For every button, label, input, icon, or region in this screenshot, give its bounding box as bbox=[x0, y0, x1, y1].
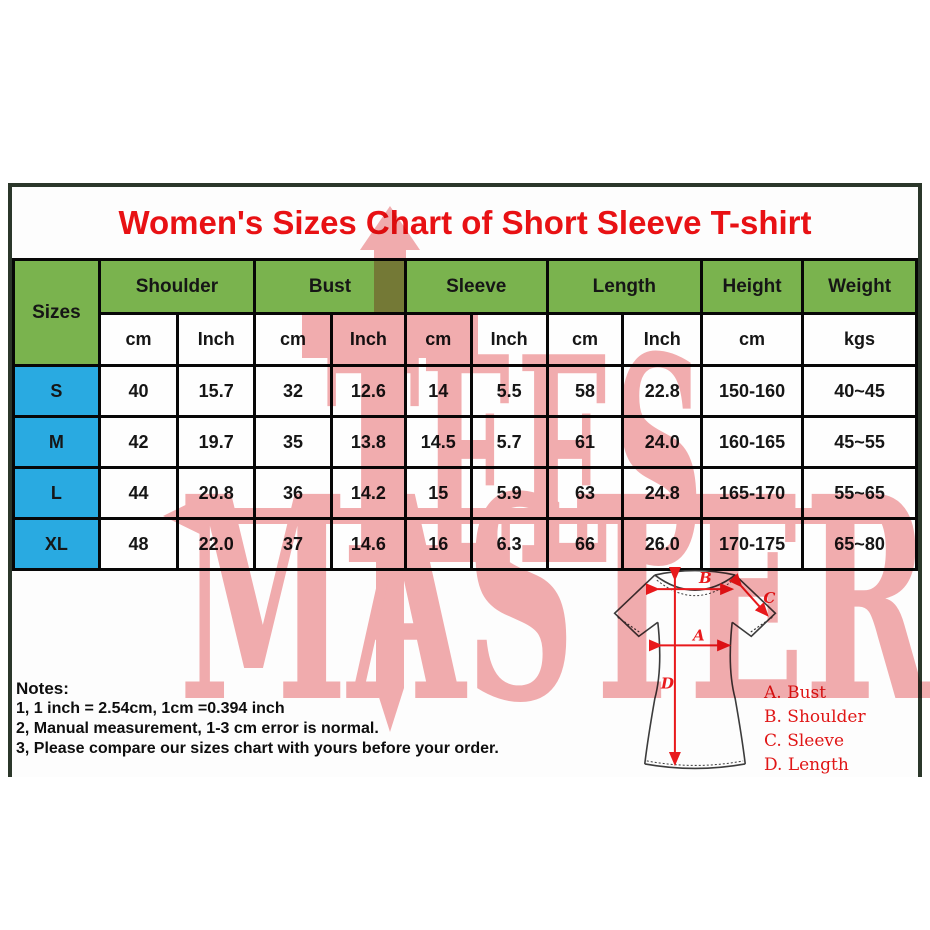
marker-c: C bbox=[763, 589, 775, 607]
measurement-legend: A. Bust B. Shoulder C. Sleeve D. Length bbox=[764, 681, 866, 777]
table-cell: 5.9 bbox=[469, 466, 549, 520]
note-line: 3, Please compare our sizes chart with y… bbox=[16, 740, 499, 757]
table-row-l: L 44 20.8 36 14.2 15 5.9 63 24.8 165-170… bbox=[12, 466, 918, 520]
unit-bust-cm: cm bbox=[253, 312, 333, 367]
table-cell: 16 bbox=[403, 517, 473, 571]
notes-block: Notes: 1, 1 inch = 2.54cm, 1cm =0.394 in… bbox=[16, 679, 499, 759]
table-cell: 160-165 bbox=[699, 415, 805, 469]
table-cell: 61 bbox=[545, 415, 625, 469]
note-line: 1, 1 inch = 2.54cm, 1cm =0.394 inch bbox=[16, 700, 285, 717]
table-cell: 15 bbox=[403, 466, 473, 520]
tshirt-measurement-diagram: B C A D bbox=[613, 567, 777, 770]
table-row-s: S 40 15.7 32 12.6 14 5.5 58 22.8 150-160… bbox=[12, 364, 918, 418]
table-cell: 40 bbox=[97, 364, 180, 418]
table-cell: 48 bbox=[97, 517, 180, 571]
table-cell: 150-160 bbox=[699, 364, 805, 418]
legend-item-bust: A. Bust bbox=[764, 683, 827, 703]
marker-b: B bbox=[698, 569, 712, 587]
table-cell: 26.0 bbox=[621, 517, 703, 571]
table-cell: 12.6 bbox=[329, 364, 407, 418]
marker-d: D bbox=[660, 675, 674, 693]
table-cell: 6.3 bbox=[469, 517, 549, 571]
table-cell: 44 bbox=[97, 466, 180, 520]
measurement-arrows bbox=[645, 567, 769, 766]
header-height: Height bbox=[699, 258, 805, 315]
header-length: Length bbox=[545, 258, 704, 315]
table-cell: 170-175 bbox=[699, 517, 805, 571]
legend-item-sleeve: C. Sleeve bbox=[764, 731, 845, 751]
unit-length-inch: Inch bbox=[621, 312, 703, 367]
table-cell: 20.8 bbox=[176, 466, 257, 520]
table-cell: 24.0 bbox=[621, 415, 703, 469]
table-cell: 22.8 bbox=[621, 364, 703, 418]
table-cell: 22.0 bbox=[176, 517, 257, 571]
size-label-m: M bbox=[12, 415, 101, 469]
tshirt-outline bbox=[613, 569, 777, 770]
table-cell: 45~55 bbox=[801, 415, 918, 469]
table-cell: 14.5 bbox=[403, 415, 473, 469]
size-table: Sizes Shoulder Bust Sleeve Length Height… bbox=[12, 258, 918, 571]
header-sizes: Sizes bbox=[12, 258, 101, 367]
size-label-l: L bbox=[12, 466, 101, 520]
note-line: 2, Manual measurement, 1-3 cm error is n… bbox=[16, 720, 379, 737]
unit-sleeve-inch: Inch bbox=[469, 312, 549, 367]
chart-frame: Women's Sizes Chart of Short Sleeve T-sh… bbox=[8, 183, 922, 777]
notes-heading: Notes: bbox=[16, 679, 69, 698]
legend-item-length: D. Length bbox=[764, 755, 849, 775]
table-cell: 32 bbox=[253, 364, 333, 418]
header-shoulder: Shoulder bbox=[97, 258, 257, 315]
table-cell: 13.8 bbox=[329, 415, 407, 469]
legend-item-shoulder: B. Shoulder bbox=[764, 707, 866, 727]
unit-row: cm Inch cm Inch cm Inch cm Inch cm kgs bbox=[14, 312, 918, 367]
table-row-m: M 42 19.7 35 13.8 14.5 5.7 61 24.0 160-1… bbox=[12, 415, 918, 469]
size-label-xl: XL bbox=[12, 517, 101, 571]
unit-sleeve-cm: cm bbox=[403, 312, 473, 367]
header-bust: Bust bbox=[253, 258, 407, 315]
table-cell: 24.8 bbox=[621, 466, 703, 520]
table-cell: 35 bbox=[253, 415, 333, 469]
size-label-s: S bbox=[12, 364, 101, 418]
unit-shoulder-cm: cm bbox=[97, 312, 180, 367]
bottom-section: Notes: 1, 1 inch = 2.54cm, 1cm =0.394 in… bbox=[12, 567, 918, 777]
marker-a: A bbox=[691, 626, 705, 644]
table-cell: 42 bbox=[97, 415, 180, 469]
table-cell: 36 bbox=[253, 466, 333, 520]
page-title: Women's Sizes Chart of Short Sleeve T-sh… bbox=[12, 187, 918, 258]
table-row-xl: XL 48 22.0 37 14.6 16 6.3 66 26.0 170-17… bbox=[12, 517, 918, 571]
unit-height-cm: cm bbox=[699, 312, 805, 367]
table-cell: 66 bbox=[545, 517, 625, 571]
table-cell: 58 bbox=[545, 364, 625, 418]
header-row: Sizes Shoulder Bust Sleeve Length Height… bbox=[12, 258, 918, 367]
table-cell: 165-170 bbox=[699, 466, 805, 520]
table-cell: 19.7 bbox=[176, 415, 257, 469]
unit-bust-inch: Inch bbox=[329, 312, 407, 367]
unit-shoulder-inch: Inch bbox=[176, 312, 257, 367]
table-cell: 14 bbox=[403, 364, 473, 418]
table-cell: 14.6 bbox=[329, 517, 407, 571]
header-weight: Weight bbox=[801, 258, 918, 315]
table-cell: 5.5 bbox=[469, 364, 549, 418]
table-cell: 55~65 bbox=[801, 466, 918, 520]
table-cell: 15.7 bbox=[176, 364, 257, 418]
table-cell: 65~80 bbox=[801, 517, 918, 571]
table-cell: 63 bbox=[545, 466, 625, 520]
unit-weight-kgs: kgs bbox=[801, 312, 918, 367]
table-cell: 5.7 bbox=[469, 415, 549, 469]
table-cell: 40~45 bbox=[801, 364, 918, 418]
header-sleeve: Sleeve bbox=[403, 258, 549, 315]
table-cell: 14.2 bbox=[329, 466, 407, 520]
unit-length-cm: cm bbox=[545, 312, 625, 367]
table-cell: 37 bbox=[253, 517, 333, 571]
